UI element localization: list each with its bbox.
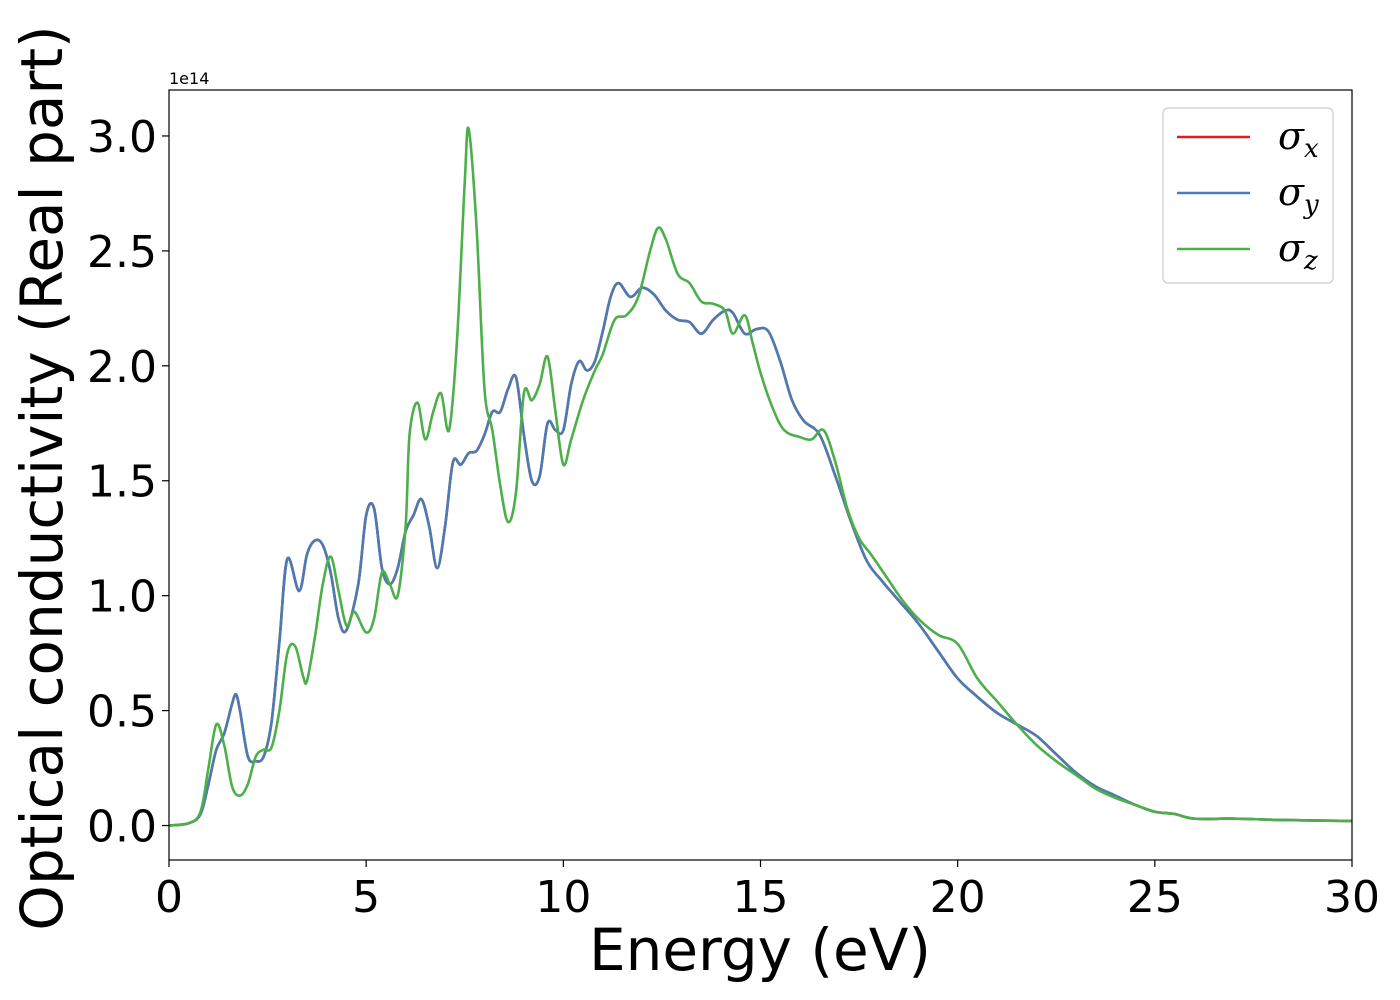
x-tick-label: 30 <box>1324 872 1380 923</box>
legend-label-y: σy <box>1278 170 1319 220</box>
x-tick-label: 10 <box>535 872 591 923</box>
legend-label-x: σx <box>1278 114 1319 164</box>
y-offset-label: 1e14 <box>169 69 209 88</box>
legend: σx σy σz <box>1162 107 1334 284</box>
series-line-y <box>168 281 1353 827</box>
y-axis-title: Optical conductivity (Real part) <box>8 25 76 930</box>
legend-frame <box>1162 107 1334 284</box>
x-tick-label: 5 <box>352 872 380 923</box>
y-tick-label: 3.0 <box>87 112 157 163</box>
legend-label-z: σz <box>1278 226 1318 276</box>
y-tick-label: 2.5 <box>87 227 157 278</box>
y-tick-label: 1.0 <box>87 572 157 623</box>
y-tick-label: 1.5 <box>87 457 157 508</box>
plot-background <box>169 90 1352 860</box>
y-tick-label: 0.0 <box>87 802 157 853</box>
x-tick-label: 25 <box>1127 872 1183 923</box>
y-tick-label: 0.5 <box>87 687 157 738</box>
x-tick-label: 20 <box>930 872 986 923</box>
x-tick-label: 0 <box>155 872 183 923</box>
x-tick-label: 15 <box>733 872 789 923</box>
series-line-z <box>168 126 1353 827</box>
y-axis: 0.0 0.5 1.0 1.5 2.0 2.5 3.0 <box>87 112 169 853</box>
series-layer <box>168 126 1353 827</box>
x-axis-title: Energy (eV) <box>589 916 931 984</box>
x-axis: 0 5 10 15 20 25 30 <box>155 860 1380 923</box>
y-tick-label: 2.0 <box>87 342 157 393</box>
